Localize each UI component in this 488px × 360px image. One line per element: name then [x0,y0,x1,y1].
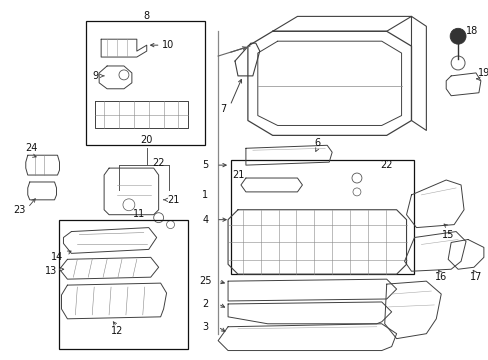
Text: 23: 23 [14,205,26,215]
Text: 8: 8 [143,12,149,21]
Text: 15: 15 [441,230,453,239]
Text: 21: 21 [231,170,244,180]
Text: 7: 7 [220,104,226,114]
Text: 14: 14 [51,252,63,262]
Text: 5: 5 [202,160,208,170]
Text: 11: 11 [132,209,144,219]
Bar [230,160,414,274]
Text: 22: 22 [380,160,392,170]
Bar [86,21,205,145]
Circle shape [449,28,465,44]
Text: 9: 9 [92,71,98,81]
Text: 2: 2 [202,299,208,309]
Bar [60,220,188,348]
Text: 22: 22 [152,158,164,168]
Text: 25: 25 [199,276,211,286]
Text: 16: 16 [434,272,447,282]
Text: 13: 13 [45,266,58,276]
Text: 6: 6 [314,138,320,148]
Text: 21: 21 [167,195,180,205]
Text: 19: 19 [477,68,488,78]
Text: 20: 20 [140,135,153,145]
Text: 24: 24 [25,143,38,153]
Text: 17: 17 [469,272,481,282]
Text: 18: 18 [465,26,477,36]
Text: 12: 12 [111,326,123,336]
Text: 3: 3 [202,322,208,332]
Text: 10: 10 [162,40,174,50]
Text: 4: 4 [202,215,208,225]
Text: 1: 1 [202,190,208,200]
